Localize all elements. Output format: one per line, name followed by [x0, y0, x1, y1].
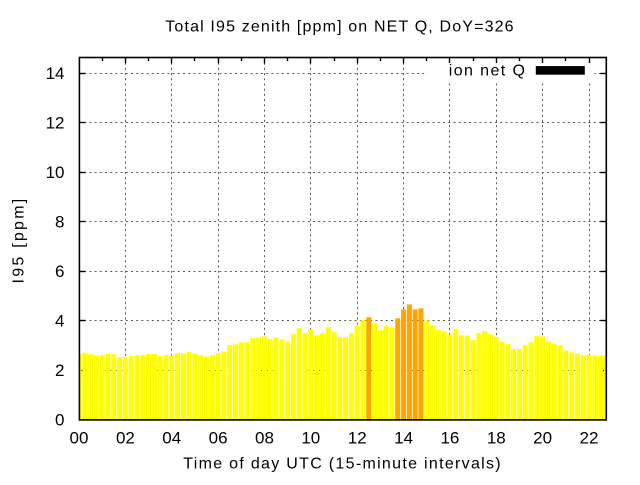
svg-text:04: 04 [162, 428, 181, 447]
svg-text:20: 20 [533, 428, 552, 447]
svg-text:22: 22 [580, 428, 599, 447]
svg-text:Time of day UTC (15-minute int: Time of day UTC (15-minute intervals) [183, 455, 502, 472]
svg-text:12: 12 [46, 113, 65, 132]
svg-text:02: 02 [116, 428, 135, 447]
svg-text:10: 10 [46, 163, 65, 182]
svg-text:Total I95 zenith [ppm] on NET: Total I95 zenith [ppm] on NET Q, DoY=326 [165, 19, 514, 36]
svg-text:2: 2 [55, 361, 64, 380]
svg-text:4: 4 [55, 312, 64, 331]
svg-text:18: 18 [487, 428, 506, 447]
svg-text:16: 16 [440, 428, 459, 447]
svg-text:14: 14 [394, 428, 413, 447]
svg-text:ion net Q: ion net Q [449, 62, 527, 79]
svg-text:8: 8 [55, 213, 64, 232]
svg-text:10: 10 [301, 428, 320, 447]
svg-text:00: 00 [70, 428, 89, 447]
svg-text:06: 06 [209, 428, 228, 447]
svg-text:14: 14 [46, 64, 65, 83]
svg-text:0: 0 [55, 411, 64, 430]
svg-text:6: 6 [55, 262, 64, 281]
svg-text:08: 08 [255, 428, 274, 447]
svg-text:I95 [ppm]: I95 [ppm] [11, 197, 28, 284]
svg-text:12: 12 [348, 428, 367, 447]
